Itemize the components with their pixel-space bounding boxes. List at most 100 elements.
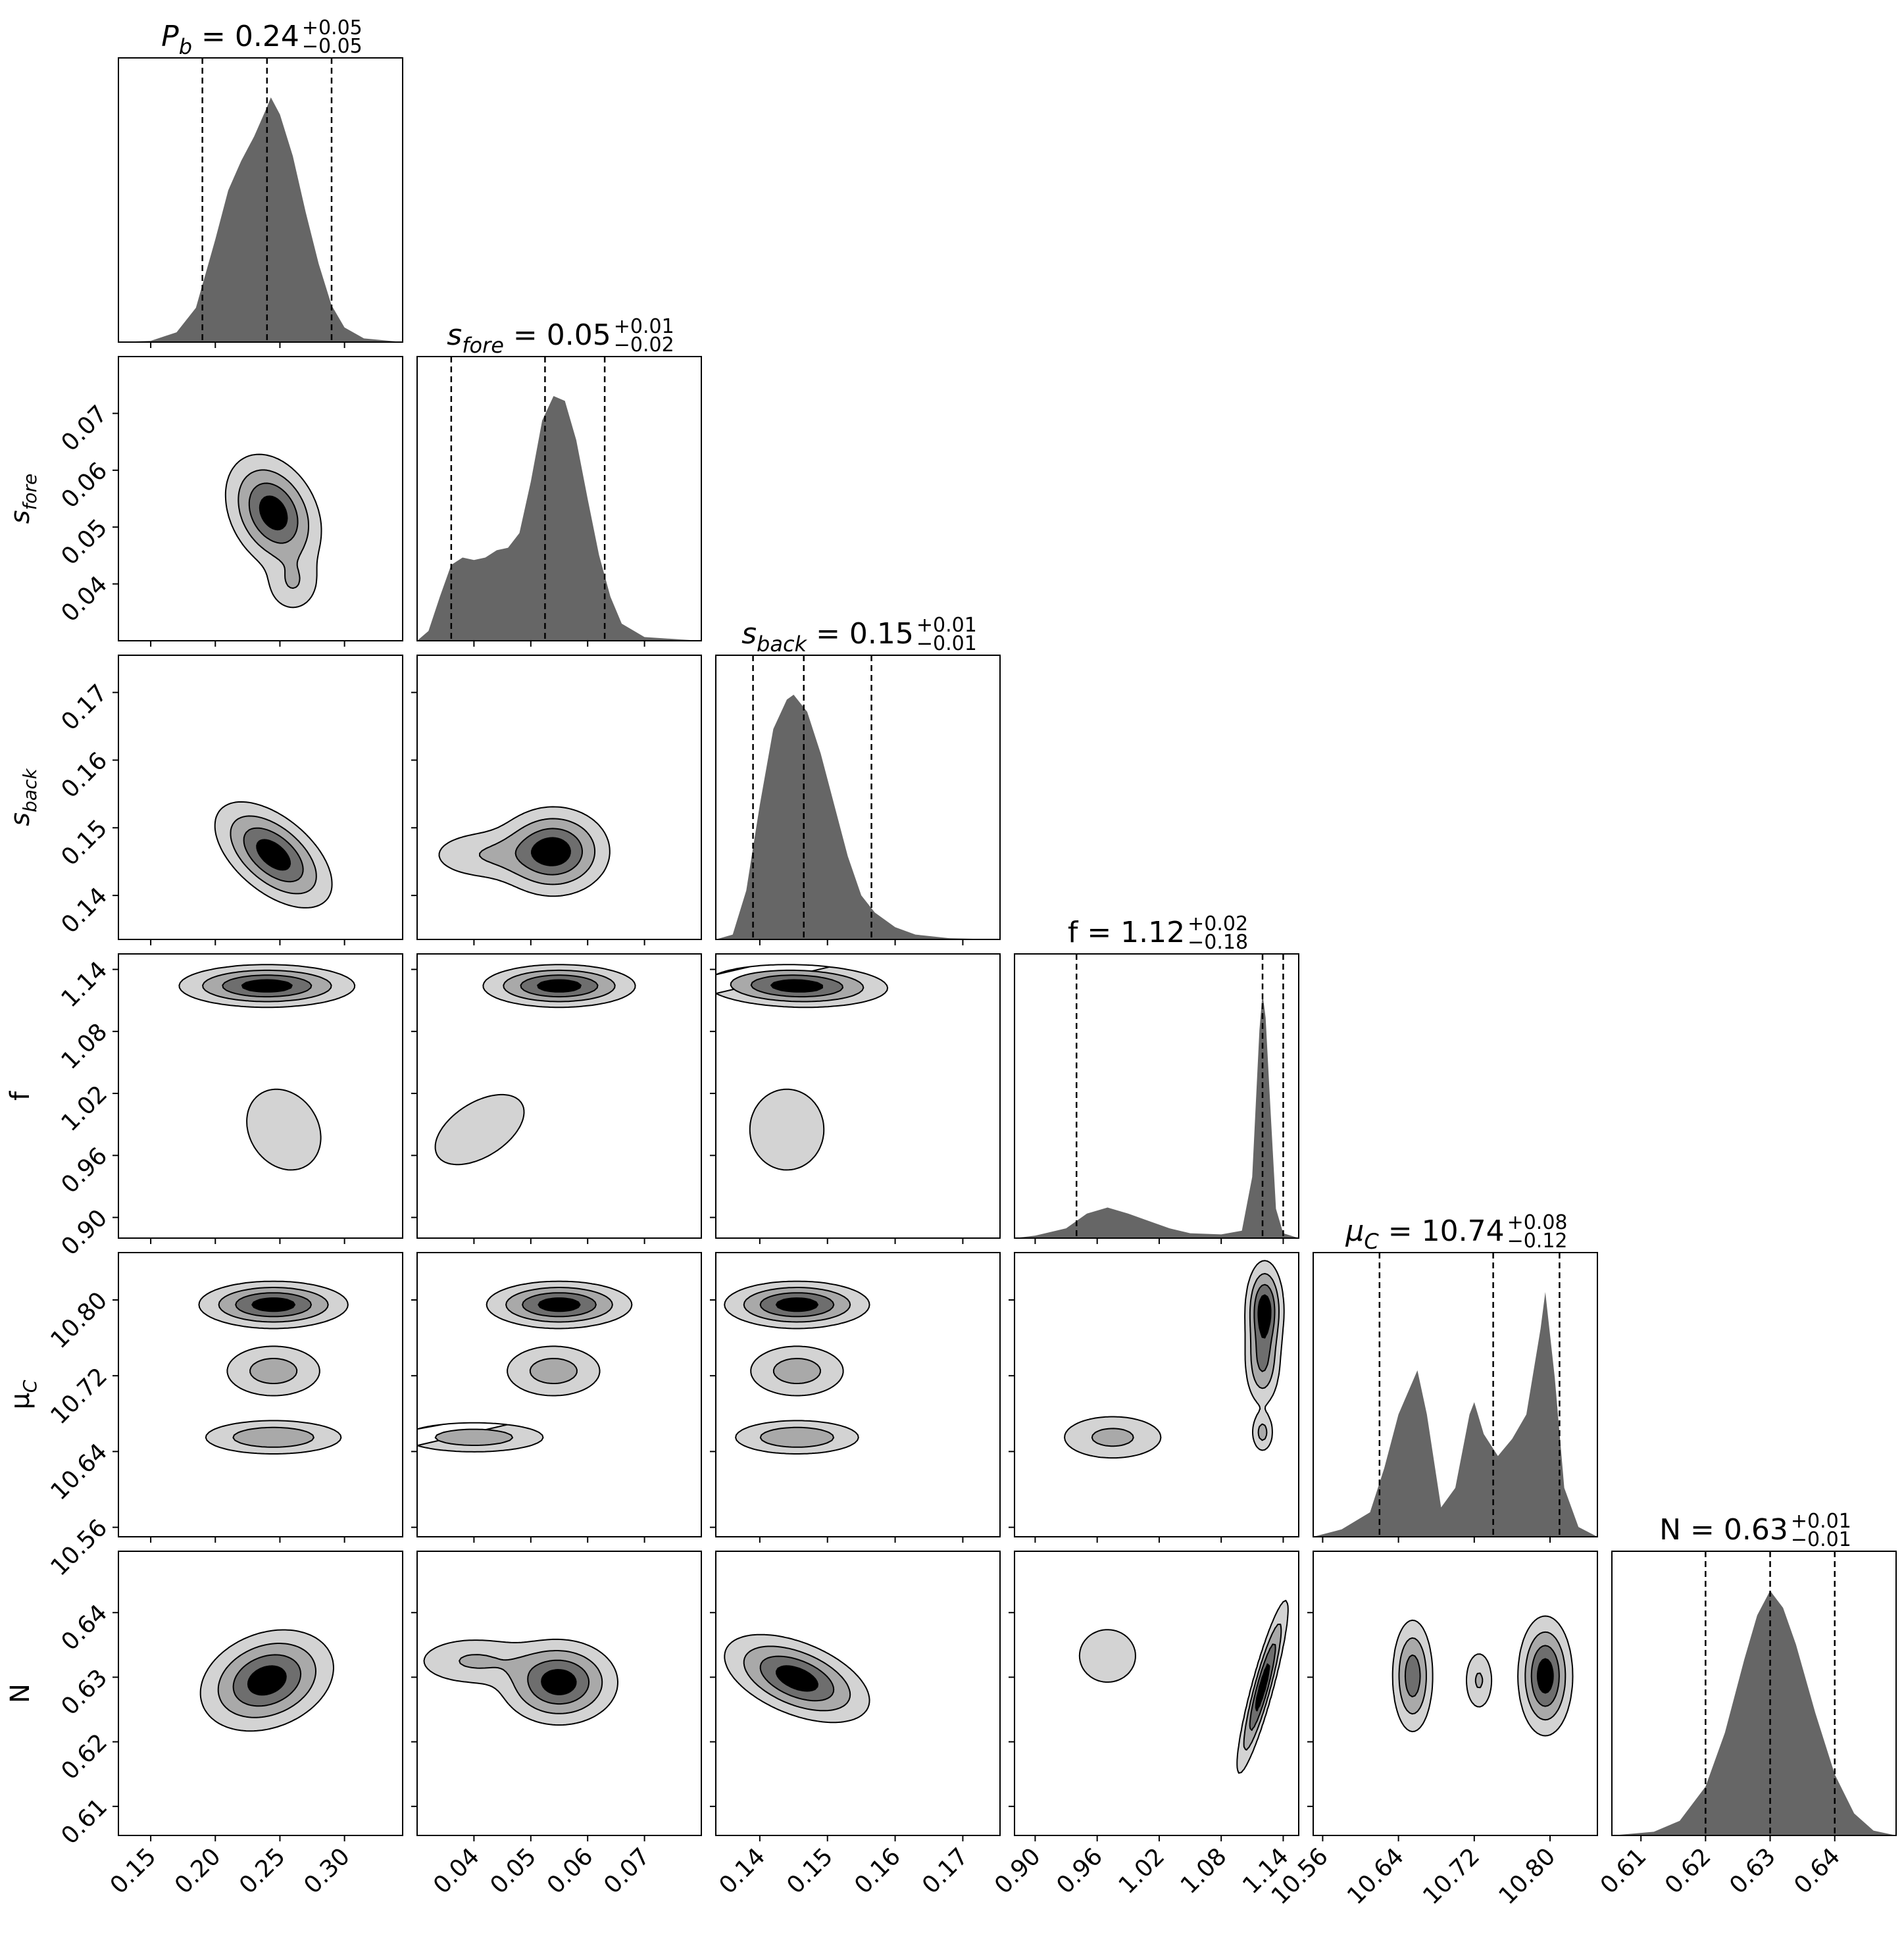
x-tick-label-muC: 10.80: [1493, 1843, 1561, 1910]
x-tick-label-sfore: 0.05: [485, 1843, 541, 1899]
x-tick-label-muC: 10.72: [1418, 1843, 1485, 1910]
svg-text:N = 0.63: N = 0.63: [1659, 1513, 1788, 1547]
title-minus-Pb: −0.05: [302, 35, 363, 58]
x-tick-label-Pb: 0.15: [105, 1843, 162, 1899]
x-tick-label-sback: 0.16: [849, 1843, 906, 1899]
panel-frame: [118, 1252, 403, 1537]
x-tick-label-f: 1.02: [1114, 1843, 1170, 1899]
panel-title-Pb: Pb = 0.24 +0.05−0.05: [161, 16, 363, 59]
contour-level-1: [1391, 1615, 1574, 1737]
x-axis-label-sback: sback: [829, 1941, 888, 1944]
panel-N-hist: N = 0.63+0.01−0.01 0.610.620.630.64 N: [1595, 1510, 1897, 1944]
svg-text:f = 1.12: f = 1.12: [1068, 916, 1185, 949]
y-tick-label-muC: 10.64: [45, 1439, 113, 1506]
x-tick-label-N: 0.62: [1660, 1843, 1716, 1899]
histogram-sfore: [417, 396, 701, 641]
x-tick-label-N: 0.63: [1724, 1843, 1781, 1899]
y-tick-label-f: 1.02: [57, 1080, 113, 1137]
x-axis-label-f: f: [1152, 1941, 1162, 1944]
contour-level-1: [417, 1280, 633, 1453]
title-minus-f: −0.18: [1188, 931, 1248, 954]
x-tick-label-sfore: 0.06: [542, 1843, 599, 1899]
panel-sfore-vs-N: 0.040.050.060.07 sfore: [411, 1551, 702, 1944]
panel-f-vs-N: 0.900.961.021.081.14f: [990, 1551, 1299, 1944]
histogram-f: [1015, 993, 1299, 1238]
y-tick-label-sfore: 0.07: [57, 401, 113, 457]
y-tick-label-sback: 0.17: [57, 680, 113, 736]
contour-level-4: [775, 1297, 818, 1312]
panel-Pb-vs-N: 0.150.200.250.30 Pb 0.61 0.62 0.63 0.64 N: [5, 1551, 403, 1944]
x-tick-label-Pb: 0.30: [299, 1843, 355, 1899]
title-plus-sfore: +0.01: [614, 315, 674, 338]
contour-level-2: [218, 1287, 329, 1448]
y-tick-label-N: 0.61: [57, 1793, 113, 1850]
x-tick-label-N: 0.64: [1789, 1843, 1845, 1899]
panel-frame: [1611, 1551, 1897, 1836]
y-tick-label-N: 0.63: [57, 1664, 113, 1721]
contour-level-4: [537, 979, 582, 993]
panel-frame: [416, 356, 702, 641]
panel-frame: [118, 1551, 403, 1836]
panel-frame: [416, 953, 702, 1239]
contour-level-4: [259, 495, 288, 531]
title-plus-N: +0.01: [1791, 1510, 1851, 1533]
panel-sback-hist: sback = 0.15 +0.01−0.01: [715, 614, 1001, 945]
x-tick-label-muC: 10.64: [1342, 1843, 1409, 1910]
panel-frame: [118, 953, 403, 1239]
panel-frame: [118, 655, 403, 940]
y-tick-label-sfore: 0.06: [57, 457, 113, 514]
svg-text:Pb = 0.24: Pb = 0.24: [161, 20, 299, 59]
y-tick-label-sback: 0.15: [57, 814, 113, 871]
x-axis-label-N: N: [1744, 1941, 1764, 1944]
y-tick-label-muC: 10.80: [45, 1287, 113, 1354]
y-tick-label-f: 1.08: [57, 1018, 113, 1075]
panel-title-muC: μC = 10.74 +0.08−0.12: [1345, 1211, 1567, 1254]
panel-sback-vs-f: [710, 953, 1001, 1244]
y-tick-label-sfore: 0.05: [57, 514, 113, 570]
svg-text:μC = 10.74: μC = 10.74: [1345, 1214, 1504, 1254]
y-tick-label-muC: 10.56: [45, 1514, 113, 1582]
panel-frame: [715, 1551, 1001, 1836]
panel-sfore-vs-f: [411, 953, 702, 1244]
histogram-muC: [1313, 1292, 1597, 1537]
x-tick-label-sfore: 0.04: [428, 1843, 485, 1899]
panel-muC-hist: μC = 10.74 +0.08−0.12: [1313, 1211, 1598, 1543]
contour-level-4: [776, 1665, 818, 1692]
panel-frame: [1014, 953, 1299, 1239]
panel-frame: [118, 57, 403, 343]
y-tick-label-N: 0.62: [57, 1729, 113, 1785]
x-tick-label-sfore: 0.07: [599, 1843, 655, 1899]
contour-level-1: [716, 964, 889, 1171]
panel-Pb-hist: Pb = 0.24 +0.05−0.05: [118, 16, 403, 348]
panel-frame: [715, 1252, 1001, 1537]
svg-text:sfore = 0.05: sfore = 0.05: [447, 318, 611, 358]
x-tick-label-f: 1.08: [1176, 1843, 1232, 1899]
x-tick-label-f: 0.90: [990, 1843, 1046, 1899]
panel-Pb-vs-sfore: 0.040.050.060.07 sfore: [5, 356, 403, 647]
y-axis-label-f: f: [5, 1091, 36, 1101]
panel-f-vs-muC: [1009, 1252, 1299, 1543]
contour-level-4: [1257, 1294, 1272, 1339]
contour-level-4: [247, 1665, 287, 1696]
y-tick-label-f: 1.14: [57, 957, 113, 1013]
x-tick-label-Pb: 0.20: [170, 1843, 226, 1899]
x-axis-label-sfore: sfore: [534, 1941, 585, 1944]
x-tick-label-N: 0.61: [1595, 1843, 1652, 1899]
y-axis-label-sfore: sfore: [5, 474, 41, 524]
panel-frame: [416, 1252, 702, 1537]
contour-level-4: [538, 1297, 581, 1312]
contour-level-4: [531, 837, 571, 866]
panel-sback-vs-muC: [710, 1252, 1001, 1543]
panel-frame: [1313, 1252, 1598, 1537]
contour-level-1: [1078, 1599, 1289, 1774]
y-tick-label-f: 0.96: [57, 1143, 113, 1199]
contour-level-4: [241, 979, 293, 993]
contour-level-1: [434, 964, 636, 1166]
x-tick-label-sback: 0.14: [714, 1843, 771, 1899]
x-tick-label-f: 0.96: [1051, 1843, 1108, 1899]
panel-frame: [118, 356, 403, 641]
y-tick-label-sback: 0.16: [57, 747, 113, 804]
histogram-Pb: [118, 97, 403, 342]
title-plus-muC: +0.08: [1507, 1211, 1568, 1234]
